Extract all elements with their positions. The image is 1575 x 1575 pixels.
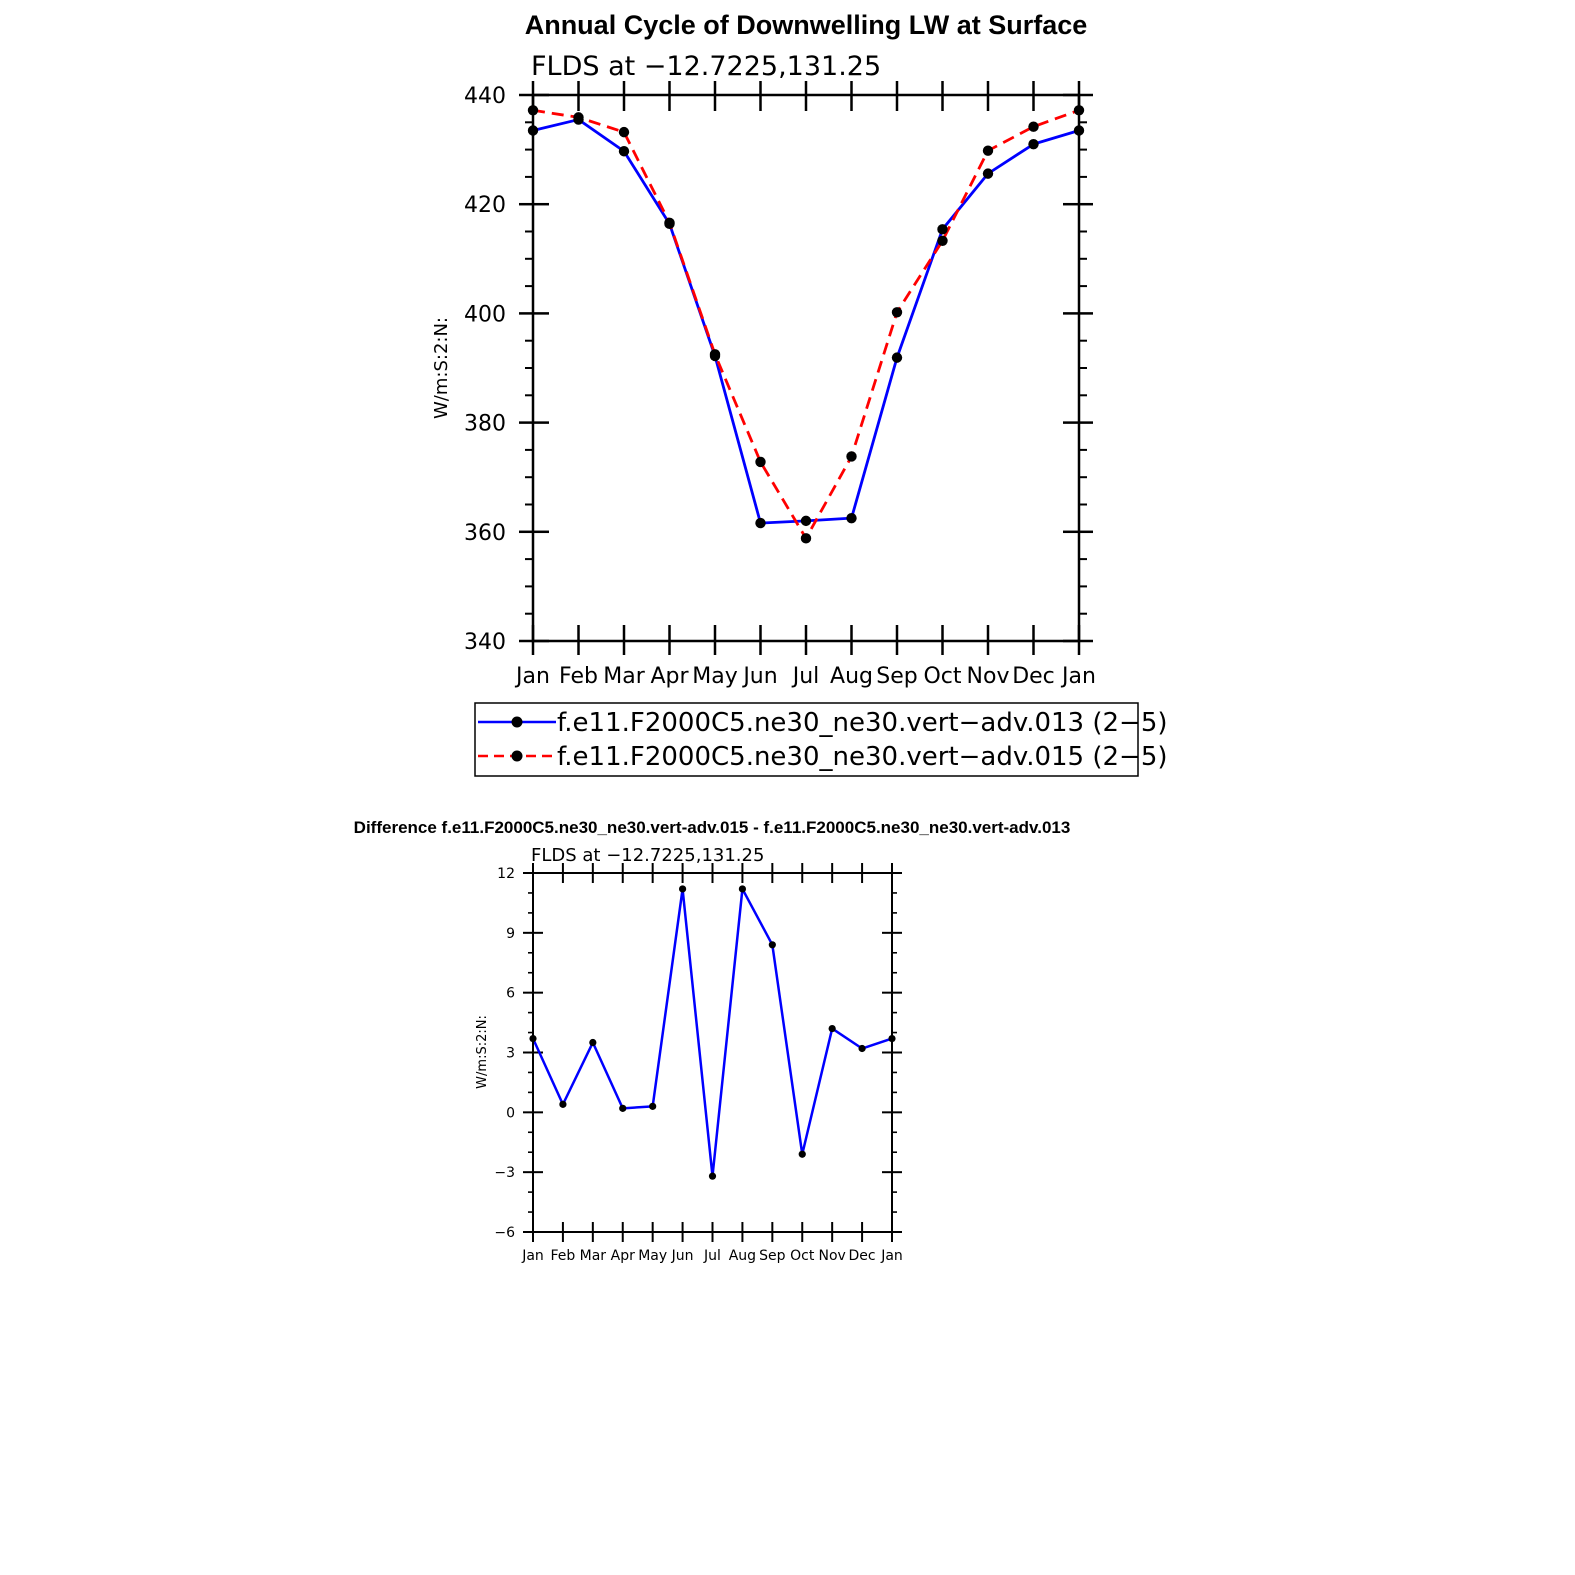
- series-1-point: [708, 1172, 717, 1180]
- legend-marker-series-2: [511, 750, 523, 762]
- x-tick-label: Sep: [759, 1248, 786, 1264]
- series-2-point: [618, 126, 630, 138]
- series-2-point: [846, 451, 857, 462]
- x-tick-label: Mar: [580, 1248, 607, 1264]
- series-1-point: [678, 885, 687, 893]
- x-tick-label: Dec: [849, 1248, 876, 1264]
- series-1-point: [846, 512, 857, 524]
- legend-marker-series-1: [511, 716, 523, 728]
- x-tick-label: May: [638, 1248, 667, 1264]
- series-1-point: [589, 1038, 597, 1047]
- series-2-point: [937, 235, 948, 246]
- series-1-point: [800, 515, 812, 527]
- x-tick-label: Jan: [514, 664, 550, 689]
- y-tick-label: 0: [506, 1105, 515, 1121]
- y-tick-label: 3: [506, 1046, 515, 1062]
- series-1-point: [828, 1024, 836, 1033]
- series-1-point: [738, 885, 747, 893]
- series-1-point: [768, 941, 776, 949]
- x-tick-label: Sep: [876, 664, 917, 689]
- x-tick-label: Feb: [551, 1248, 576, 1264]
- series-1-point: [618, 146, 630, 157]
- legend-label-series-2: f.e11.F2000C5.ne30_ne30.vert−adv.015 (2−…: [557, 742, 1168, 772]
- y-tick-label: −6: [494, 1225, 515, 1241]
- legend-box: [474, 702, 1139, 777]
- x-tick-label: Oct: [790, 1248, 815, 1264]
- series-2-point: [982, 145, 994, 156]
- series-1-point: [858, 1044, 866, 1053]
- y-tick-label: −3: [494, 1165, 515, 1181]
- difference-subtitle: FLDS at −12.7225,131.25: [531, 845, 764, 866]
- series-2-point: [891, 307, 903, 318]
- y-tick-label: 400: [464, 302, 506, 327]
- x-tick-label: Aug: [729, 1248, 756, 1264]
- y-tick-label: 12: [497, 866, 515, 882]
- y-tick-label: 340: [464, 630, 506, 655]
- annual-cycle-chart: Annual Cycle of Downwelling LW at Surfac…: [431, 10, 1096, 689]
- x-tick-label: Oct: [923, 664, 961, 689]
- plot-frame: [531, 93, 1081, 643]
- x-tick-labels: Jan Feb Mar Apr May Jun Jul Aug Sep Oct Nov Dec Jan: [514, 664, 1096, 689]
- series-2-point: [664, 217, 675, 228]
- y-tick-label: 440: [464, 84, 506, 109]
- axes-ticks: [519, 81, 1093, 655]
- difference-y-tick-labels: −6 −3 0 3 6 9 12: [494, 866, 515, 1241]
- x-tick-label: Jul: [791, 664, 820, 689]
- series-2-point: [1028, 121, 1039, 132]
- series-1-point: [649, 1102, 657, 1110]
- series-2-point: [755, 456, 766, 468]
- series-lines: [532, 108, 1080, 540]
- y-tick-label: 420: [464, 193, 506, 218]
- difference-axes-ticks: [523, 863, 902, 1242]
- x-tick-label: Dec: [1012, 664, 1055, 689]
- series-1-point: [755, 517, 766, 529]
- x-tick-label: Jul: [703, 1248, 721, 1264]
- x-tick-label: Jan: [880, 1248, 903, 1264]
- y-tick-label: 9: [506, 926, 515, 942]
- y-axis-label: W/m:S:2:N:: [431, 317, 452, 419]
- x-tick-label: Jun: [671, 1248, 694, 1264]
- series-1-point: [1028, 138, 1039, 150]
- legend-label-series-1: f.e11.F2000C5.ne30_ne30.vert−adv.013 (2−…: [557, 708, 1168, 738]
- x-tick-label: Mar: [603, 664, 645, 689]
- difference-plot-frame: [532, 872, 893, 1233]
- series-1-point: [937, 224, 948, 235]
- difference-title: Difference f.e11.F2000C5.ne30_ne30.vert-…: [354, 818, 1071, 837]
- x-tick-label: Jan: [521, 1248, 544, 1264]
- series-markers: [527, 105, 1085, 544]
- series-2-point: [709, 349, 721, 360]
- x-tick-label: Apr: [611, 1248, 635, 1264]
- y-tick-label: 360: [464, 521, 506, 546]
- series-line-1: [531, 887, 893, 1178]
- difference-series-markers: [529, 885, 896, 1180]
- x-tick-label: Apr: [650, 664, 689, 689]
- difference-x-tick-labels: Jan Feb Mar Apr May Jun Jul Aug Sep Oct Nov Dec Jan: [521, 1248, 903, 1264]
- series-1-point: [798, 1150, 806, 1158]
- difference-y-axis-label: W/m:S:2:N:: [475, 1015, 490, 1089]
- series-2-point: [573, 112, 584, 123]
- x-tick-label: May: [692, 664, 737, 689]
- x-tick-label: Jun: [741, 664, 777, 689]
- y-tick-labels: 340 360 380 400 420 440: [464, 84, 506, 655]
- series-2-point: [800, 533, 812, 544]
- difference-series-line: [531, 887, 893, 1178]
- x-tick-label: Nov: [967, 664, 1010, 689]
- legend: f.e11.F2000C5.ne30_ne30.vert−adv.013 (2−…: [474, 702, 1168, 777]
- x-tick-label: Aug: [830, 664, 873, 689]
- series-line-2: [532, 108, 1080, 540]
- chart-subtitle: FLDS at −12.7225,131.25: [531, 51, 881, 82]
- chart-title: Annual Cycle of Downwelling LW at Surfac…: [525, 10, 1088, 40]
- series-1-point: [982, 168, 994, 179]
- difference-chart: Difference f.e11.F2000C5.ne30_ne30.vert-…: [354, 818, 1071, 1264]
- y-tick-label: 380: [464, 412, 506, 437]
- series-1-point: [619, 1104, 627, 1112]
- x-tick-label: Feb: [559, 664, 598, 689]
- series-1-point: [559, 1100, 567, 1108]
- series-1-point: [891, 352, 903, 363]
- y-tick-label: 6: [506, 986, 515, 1002]
- series-line-1: [532, 118, 1080, 525]
- x-tick-label: Jan: [1060, 664, 1096, 689]
- x-tick-label: Nov: [819, 1248, 846, 1264]
